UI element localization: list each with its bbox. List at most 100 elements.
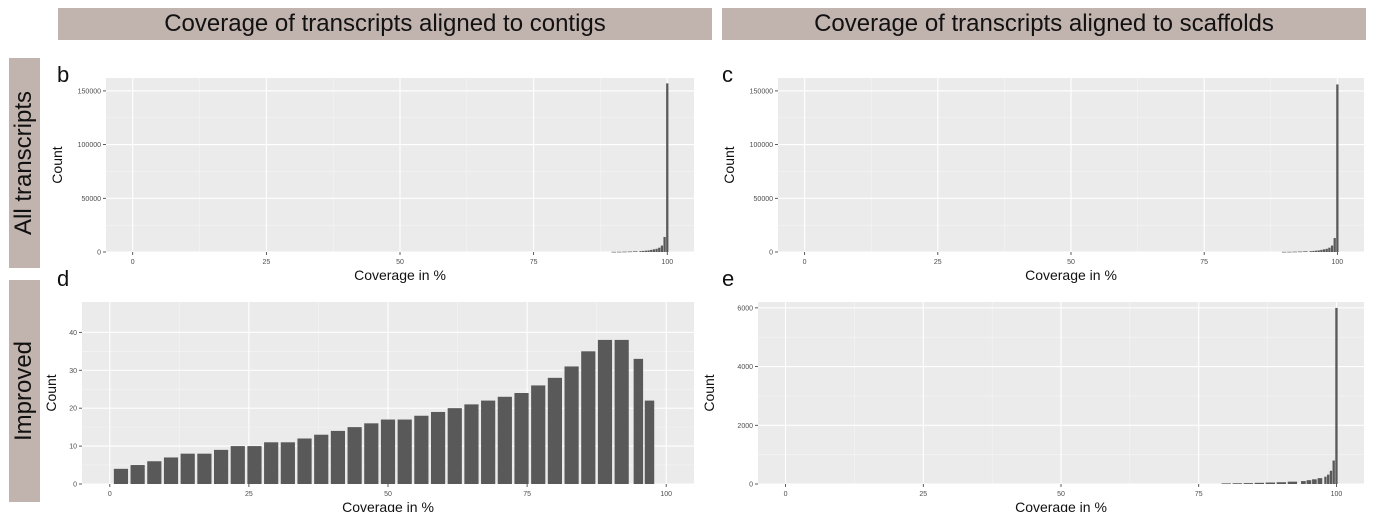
x-tick-label: 25	[934, 259, 942, 266]
histogram-bar	[314, 434, 329, 484]
panel-letter-e: e	[722, 266, 735, 291]
histogram-bar	[644, 250, 648, 252]
histogram-bar	[163, 457, 179, 484]
histogram-bar	[430, 411, 446, 484]
y-tick-label: 20	[69, 406, 77, 413]
panel-letter-c: c	[722, 62, 733, 87]
row-header-all-transcripts-label: All transcripts	[10, 90, 38, 236]
histogram-bar	[464, 404, 479, 484]
x-tick-label: 0	[784, 491, 788, 498]
x-axis-title: Coverage in %	[354, 267, 446, 283]
x-axis-title: Coverage in %	[1015, 499, 1107, 512]
histogram-bar	[247, 446, 262, 484]
y-tick-label: 40	[69, 330, 77, 337]
histogram-bar	[1317, 250, 1320, 252]
histogram-d: 0 25 50 75 100 0 10 20 30 40 Coverage in % Count	[43, 302, 694, 512]
histogram-bar	[581, 351, 596, 484]
panel-letter-d: d	[57, 266, 70, 291]
histogram-bar	[447, 408, 462, 484]
histogram-bar	[1324, 476, 1327, 484]
histogram-bar	[1336, 84, 1339, 252]
histogram-bar	[414, 415, 429, 484]
histogram-bar	[1317, 478, 1323, 484]
histogram-c: 0 25 50 75 100 0 50000 100000 150000 Coverage in …	[721, 78, 1364, 283]
histogram-bar	[1322, 249, 1326, 252]
y-tick-label: 4000	[737, 364, 753, 371]
histogram-bar	[264, 442, 279, 484]
histogram-bar	[1335, 307, 1338, 484]
histogram-bar	[1281, 251, 1287, 253]
histogram-bar	[658, 247, 661, 252]
histogram-bar	[652, 249, 656, 252]
histogram-bar	[113, 468, 129, 484]
histogram-bar	[1301, 481, 1306, 484]
histogram-bar	[1320, 249, 1323, 252]
x-tick-label: 75	[1195, 491, 1203, 498]
y-tick-label: 100000	[78, 142, 101, 149]
histogram-bar	[180, 453, 195, 484]
histogram-bar	[364, 423, 379, 484]
histogram-bar	[1232, 483, 1242, 484]
histogram-bar	[230, 446, 245, 484]
y-tick-label: 0	[73, 482, 77, 489]
histogram-bar	[1265, 482, 1276, 484]
histogram-bar	[1312, 250, 1315, 252]
histogram-bar	[481, 400, 496, 484]
histogram-bar	[347, 427, 362, 484]
x-tick-label: 100	[660, 491, 672, 498]
row-header-all-transcripts: All transcripts	[9, 58, 40, 268]
histogram-b: 0 25 50 75 100 0 50000 100000 150000 Coverage in …	[49, 78, 694, 283]
x-tick-label: 25	[262, 259, 270, 266]
panel-letter-b: b	[57, 62, 70, 87]
histogram-bar	[614, 339, 629, 484]
x-axis-title: Coverage in %	[1025, 267, 1117, 283]
x-axis-title: Coverage in %	[342, 499, 434, 512]
histogram-bar	[1325, 248, 1328, 252]
histogram-bar	[1327, 474, 1330, 484]
histogram-bar	[639, 251, 642, 252]
histogram-bar	[130, 465, 145, 484]
histogram-bar	[611, 251, 617, 253]
histogram-bar	[1276, 482, 1287, 484]
x-tick-label: 50	[1057, 491, 1065, 498]
histogram-bar	[660, 245, 664, 252]
histogram-bar	[1309, 251, 1312, 252]
row-header-improved-label: Improved	[10, 340, 38, 442]
y-tick-label: 0	[769, 250, 773, 257]
y-tick-label: 150000	[78, 88, 101, 95]
histogram-bar	[1314, 250, 1318, 252]
x-tick-label: 25	[919, 491, 927, 498]
histogram-bar	[1306, 480, 1312, 484]
histogram-bar	[1297, 251, 1303, 253]
y-axis-title: Count	[701, 374, 717, 411]
x-tick-label: 75	[523, 491, 531, 498]
histogram-bar	[632, 251, 638, 252]
histogram-bar	[1303, 251, 1308, 252]
y-tick-label: 100000	[750, 142, 773, 149]
x-tick-label: 50	[396, 259, 404, 266]
column-header-scaffolds: Coverage of transcripts aligned to scaff…	[722, 8, 1366, 40]
y-tick-label: 10	[69, 444, 77, 451]
histogram-bar	[1254, 482, 1265, 484]
histogram-bar	[297, 438, 312, 484]
histogram-bar	[280, 442, 295, 484]
y-tick-label: 30	[69, 368, 77, 375]
row-header-improved: Improved	[9, 280, 40, 502]
x-tick-label: 75	[530, 259, 538, 266]
y-axis-title: Count	[721, 146, 737, 183]
histogram-bar	[1221, 483, 1231, 485]
histogram-bar	[547, 377, 563, 484]
y-tick-label: 2000	[737, 423, 753, 430]
histogram-bar	[644, 400, 655, 484]
histogram-bar	[647, 250, 650, 252]
histogram-bar	[622, 251, 627, 253]
histogram-bar	[380, 419, 396, 484]
histogram-bar	[597, 339, 613, 484]
x-tick-label: 100	[1332, 259, 1344, 266]
histogram-bar	[1332, 460, 1335, 484]
y-tick-label: 6000	[737, 305, 753, 312]
histogram-bar	[514, 393, 529, 484]
x-tick-label: 100	[661, 259, 673, 266]
histogram-bar	[1328, 247, 1331, 252]
histogram-bar	[655, 248, 658, 252]
